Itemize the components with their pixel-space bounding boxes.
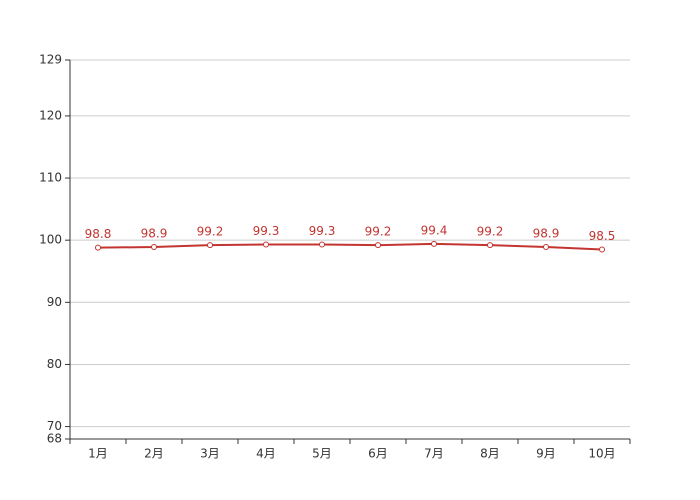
y-tick-label: 100 xyxy=(39,233,62,247)
x-tick-label: 5月 xyxy=(312,447,332,461)
y-tick-label: 68 xyxy=(47,432,62,446)
y-tick-label: 80 xyxy=(47,357,62,371)
data-label: 98.8 xyxy=(85,227,112,241)
data-point xyxy=(543,244,549,251)
data-label: 98.9 xyxy=(141,227,168,241)
x-tick-label: 8月 xyxy=(480,447,500,461)
x-tick-label: 6月 xyxy=(368,447,388,461)
y-tick-label: 90 xyxy=(47,295,62,309)
x-tick-label: 10月 xyxy=(588,447,615,461)
data-point xyxy=(319,241,325,248)
x-tick-label: 1月 xyxy=(88,447,108,461)
data-label: 98.9 xyxy=(533,227,560,241)
x-tick-label: 7月 xyxy=(424,447,444,461)
data-point xyxy=(431,240,437,247)
series-line xyxy=(97,242,603,251)
y-tick-label: 70 xyxy=(47,419,62,433)
x-tick-label: 3月 xyxy=(200,447,220,461)
x-tick-label: 4月 xyxy=(256,447,276,461)
data-label: 99.2 xyxy=(197,225,224,239)
data-point xyxy=(263,241,269,248)
data-label: 99.3 xyxy=(309,224,336,238)
data-label: 98.5 xyxy=(589,229,616,243)
data-label: 99.4 xyxy=(421,223,448,237)
data-point xyxy=(487,242,493,249)
x-tick-label: 2月 xyxy=(144,447,164,461)
y-tick-label: 120 xyxy=(39,108,62,122)
y-tick-label: 129 xyxy=(39,53,62,67)
data-point xyxy=(599,246,605,253)
x-tick-label: 9月 xyxy=(536,447,556,461)
data-point xyxy=(95,244,101,251)
y-tick-label: 110 xyxy=(39,171,62,185)
data-label: 99.3 xyxy=(253,224,280,238)
data-point xyxy=(375,242,381,249)
data-point xyxy=(207,242,213,249)
data-label: 99.2 xyxy=(477,225,504,239)
data-point xyxy=(151,244,157,251)
data-label: 99.2 xyxy=(365,225,392,239)
